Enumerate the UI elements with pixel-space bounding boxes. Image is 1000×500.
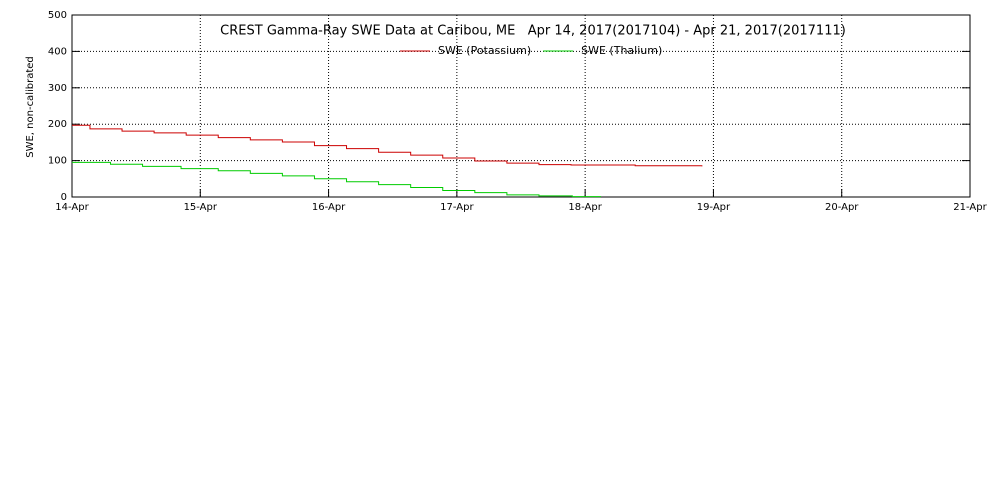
x-tick-label: 16-Apr	[312, 202, 346, 213]
x-tick-label: 15-Apr	[184, 202, 218, 213]
x-tick-label: 17-Apr	[440, 202, 474, 213]
y-tick-label: 100	[48, 156, 67, 167]
data-line	[72, 124, 703, 167]
y-tick-label: 0	[61, 192, 67, 203]
y-tick-label: 500	[48, 10, 67, 21]
x-tick-label: 18-Apr	[568, 202, 602, 213]
x-tick-label: 14-Apr	[55, 202, 89, 213]
x-tick-label: 21-Apr	[953, 202, 987, 213]
chart-title: CREST Gamma-Ray SWE Data at Caribou, ME …	[220, 24, 846, 39]
legend-label: SWE (Thalium)	[581, 44, 662, 57]
x-tick-label: 20-Apr	[825, 202, 859, 213]
y-tick-label: 400	[48, 46, 67, 57]
plot-frame	[71, 14, 971, 198]
data-line	[72, 161, 602, 198]
x-tick-label: 19-Apr	[697, 202, 731, 213]
y-axis-label: SWE, non-calibrated	[25, 56, 36, 158]
y-tick-label: 200	[48, 119, 67, 130]
y-tick-label: 300	[48, 83, 67, 94]
legend-label: SWE (Potassium)	[438, 44, 531, 57]
